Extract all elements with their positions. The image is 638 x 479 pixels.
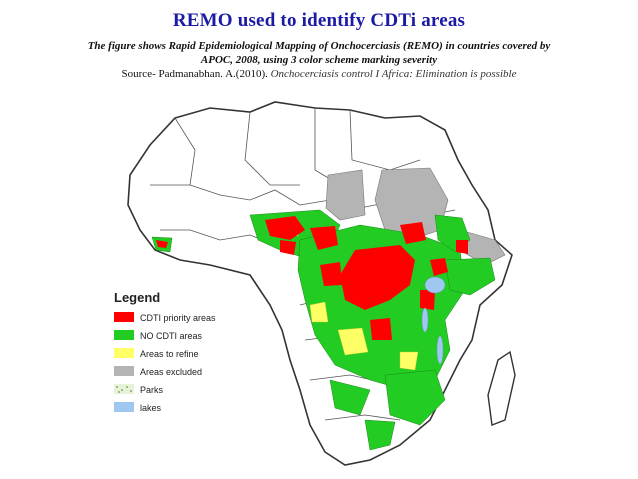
lakes-regions	[421, 276, 446, 365]
legend-label-priority: CDTI priority areas	[140, 313, 216, 323]
legend-label-no-cdti: NO CDTI areas	[140, 331, 203, 341]
africa-remo-map: Legend CDTI priority areas NO CDTI areas…	[100, 90, 560, 479]
legend-swatch-lakes	[114, 402, 134, 412]
areas-excluded-regions	[325, 167, 506, 266]
legend-swatch-excluded	[114, 366, 134, 376]
caption-line-2: APOC, 2008, using 3 color scheme marking…	[200, 54, 438, 66]
legend-swatch-no-cdti	[114, 330, 134, 340]
map-legend: Legend CDTI priority areas NO CDTI areas…	[110, 283, 222, 423]
caption-line-1: The figure shows Rapid Epidemiological M…	[87, 40, 551, 52]
source-citation: Source- Padmanabhan. A.(2010). Onchocerc…	[10, 68, 628, 80]
legend-label-refine: Areas to refine	[140, 349, 199, 359]
madagascar-outline	[487, 350, 516, 426]
legend-swatch-parks	[114, 384, 134, 394]
figure-caption: The figure shows Rapid Epidemiological M…	[30, 39, 608, 67]
slide-title: REMO used to identify CDTi areas	[172, 10, 466, 31]
source-prefix: Source- Padmanabhan. A.(2010).	[121, 68, 271, 80]
legend-label-lakes: lakes	[140, 403, 162, 413]
legend-label-parks: Parks	[140, 385, 164, 395]
legend-swatch-refine	[114, 348, 134, 358]
map-svg: Legend CDTI priority areas NO CDTI areas…	[110, 101, 516, 466]
legend-swatch-priority	[114, 312, 134, 322]
source-title: Onchocerciasis control I Africa: Elimina…	[270, 68, 517, 80]
areas-to-refine-regions	[285, 221, 419, 371]
cdti-priority-regions	[156, 216, 468, 340]
legend-label-excluded: Areas excluded	[140, 367, 202, 377]
legend-title: Legend	[114, 290, 160, 305]
